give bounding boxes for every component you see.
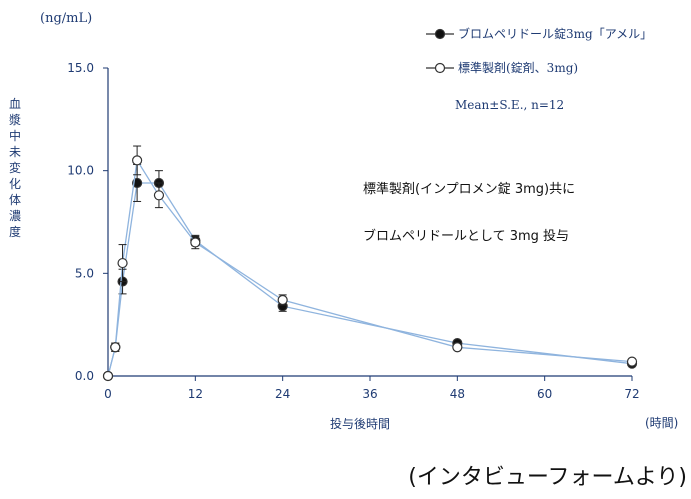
x-tick-label: 0: [104, 387, 112, 401]
annotation-line-2: ブロムペリドールとして 3mg 投与: [363, 228, 569, 244]
y-tick-label: 0.0: [75, 369, 94, 383]
legend-open-marker: [434, 62, 446, 74]
data-point: [277, 294, 288, 306]
series-layer: [102, 145, 638, 382]
x-ticks: 0 12 24 36 48 60 72: [104, 376, 640, 401]
series-2: [102, 145, 638, 382]
data-point: [110, 342, 121, 353]
legend: ブロムペリドール錠3mg「アメル」標準製剤(錠剤、3mg): [426, 26, 652, 75]
data-point: [452, 342, 463, 353]
x-tick-label: 60: [537, 387, 552, 401]
data-point: [153, 190, 165, 201]
data-point: [132, 155, 143, 166]
y-unit-label: (ng/mL): [40, 11, 92, 26]
y-tick-label: 15.0: [67, 61, 94, 75]
x-tick-label: 72: [624, 387, 639, 401]
x-tick-label: 48: [450, 387, 465, 401]
y-tick-label: 5.0: [75, 266, 94, 280]
data-point: [102, 370, 114, 382]
legend-label: ブロムペリドール錠3mg「アメル」: [458, 26, 652, 41]
y-axis-title: 血漿中未変化体濃度: [9, 97, 21, 239]
source-note: (インタビューフォームより): [408, 465, 687, 490]
data-point: [626, 356, 638, 367]
x-tick-label: 36: [362, 387, 377, 401]
annotation-line-1: 標準製剤(インプロメン錠 3mg)共に: [363, 181, 575, 197]
x-axis-title: 投与後時間: [330, 416, 390, 431]
x-unit-label: (時間): [645, 416, 678, 430]
x-tick-label: 24: [275, 387, 290, 401]
data-point: [117, 257, 128, 269]
stats-label: Mean±S.E., n=12: [455, 98, 564, 112]
y-tick-label: 10.0: [67, 164, 94, 178]
data-point: [190, 237, 201, 248]
legend-filled-marker: [434, 28, 446, 40]
axes: [107, 68, 632, 377]
series-line: [107, 182, 633, 377]
x-tick-label: 12: [188, 387, 203, 401]
y-ticks: 0.0 5.0 10.0 15.0: [67, 61, 108, 383]
legend-label: 標準製剤(錠剤、3mg): [458, 60, 578, 75]
